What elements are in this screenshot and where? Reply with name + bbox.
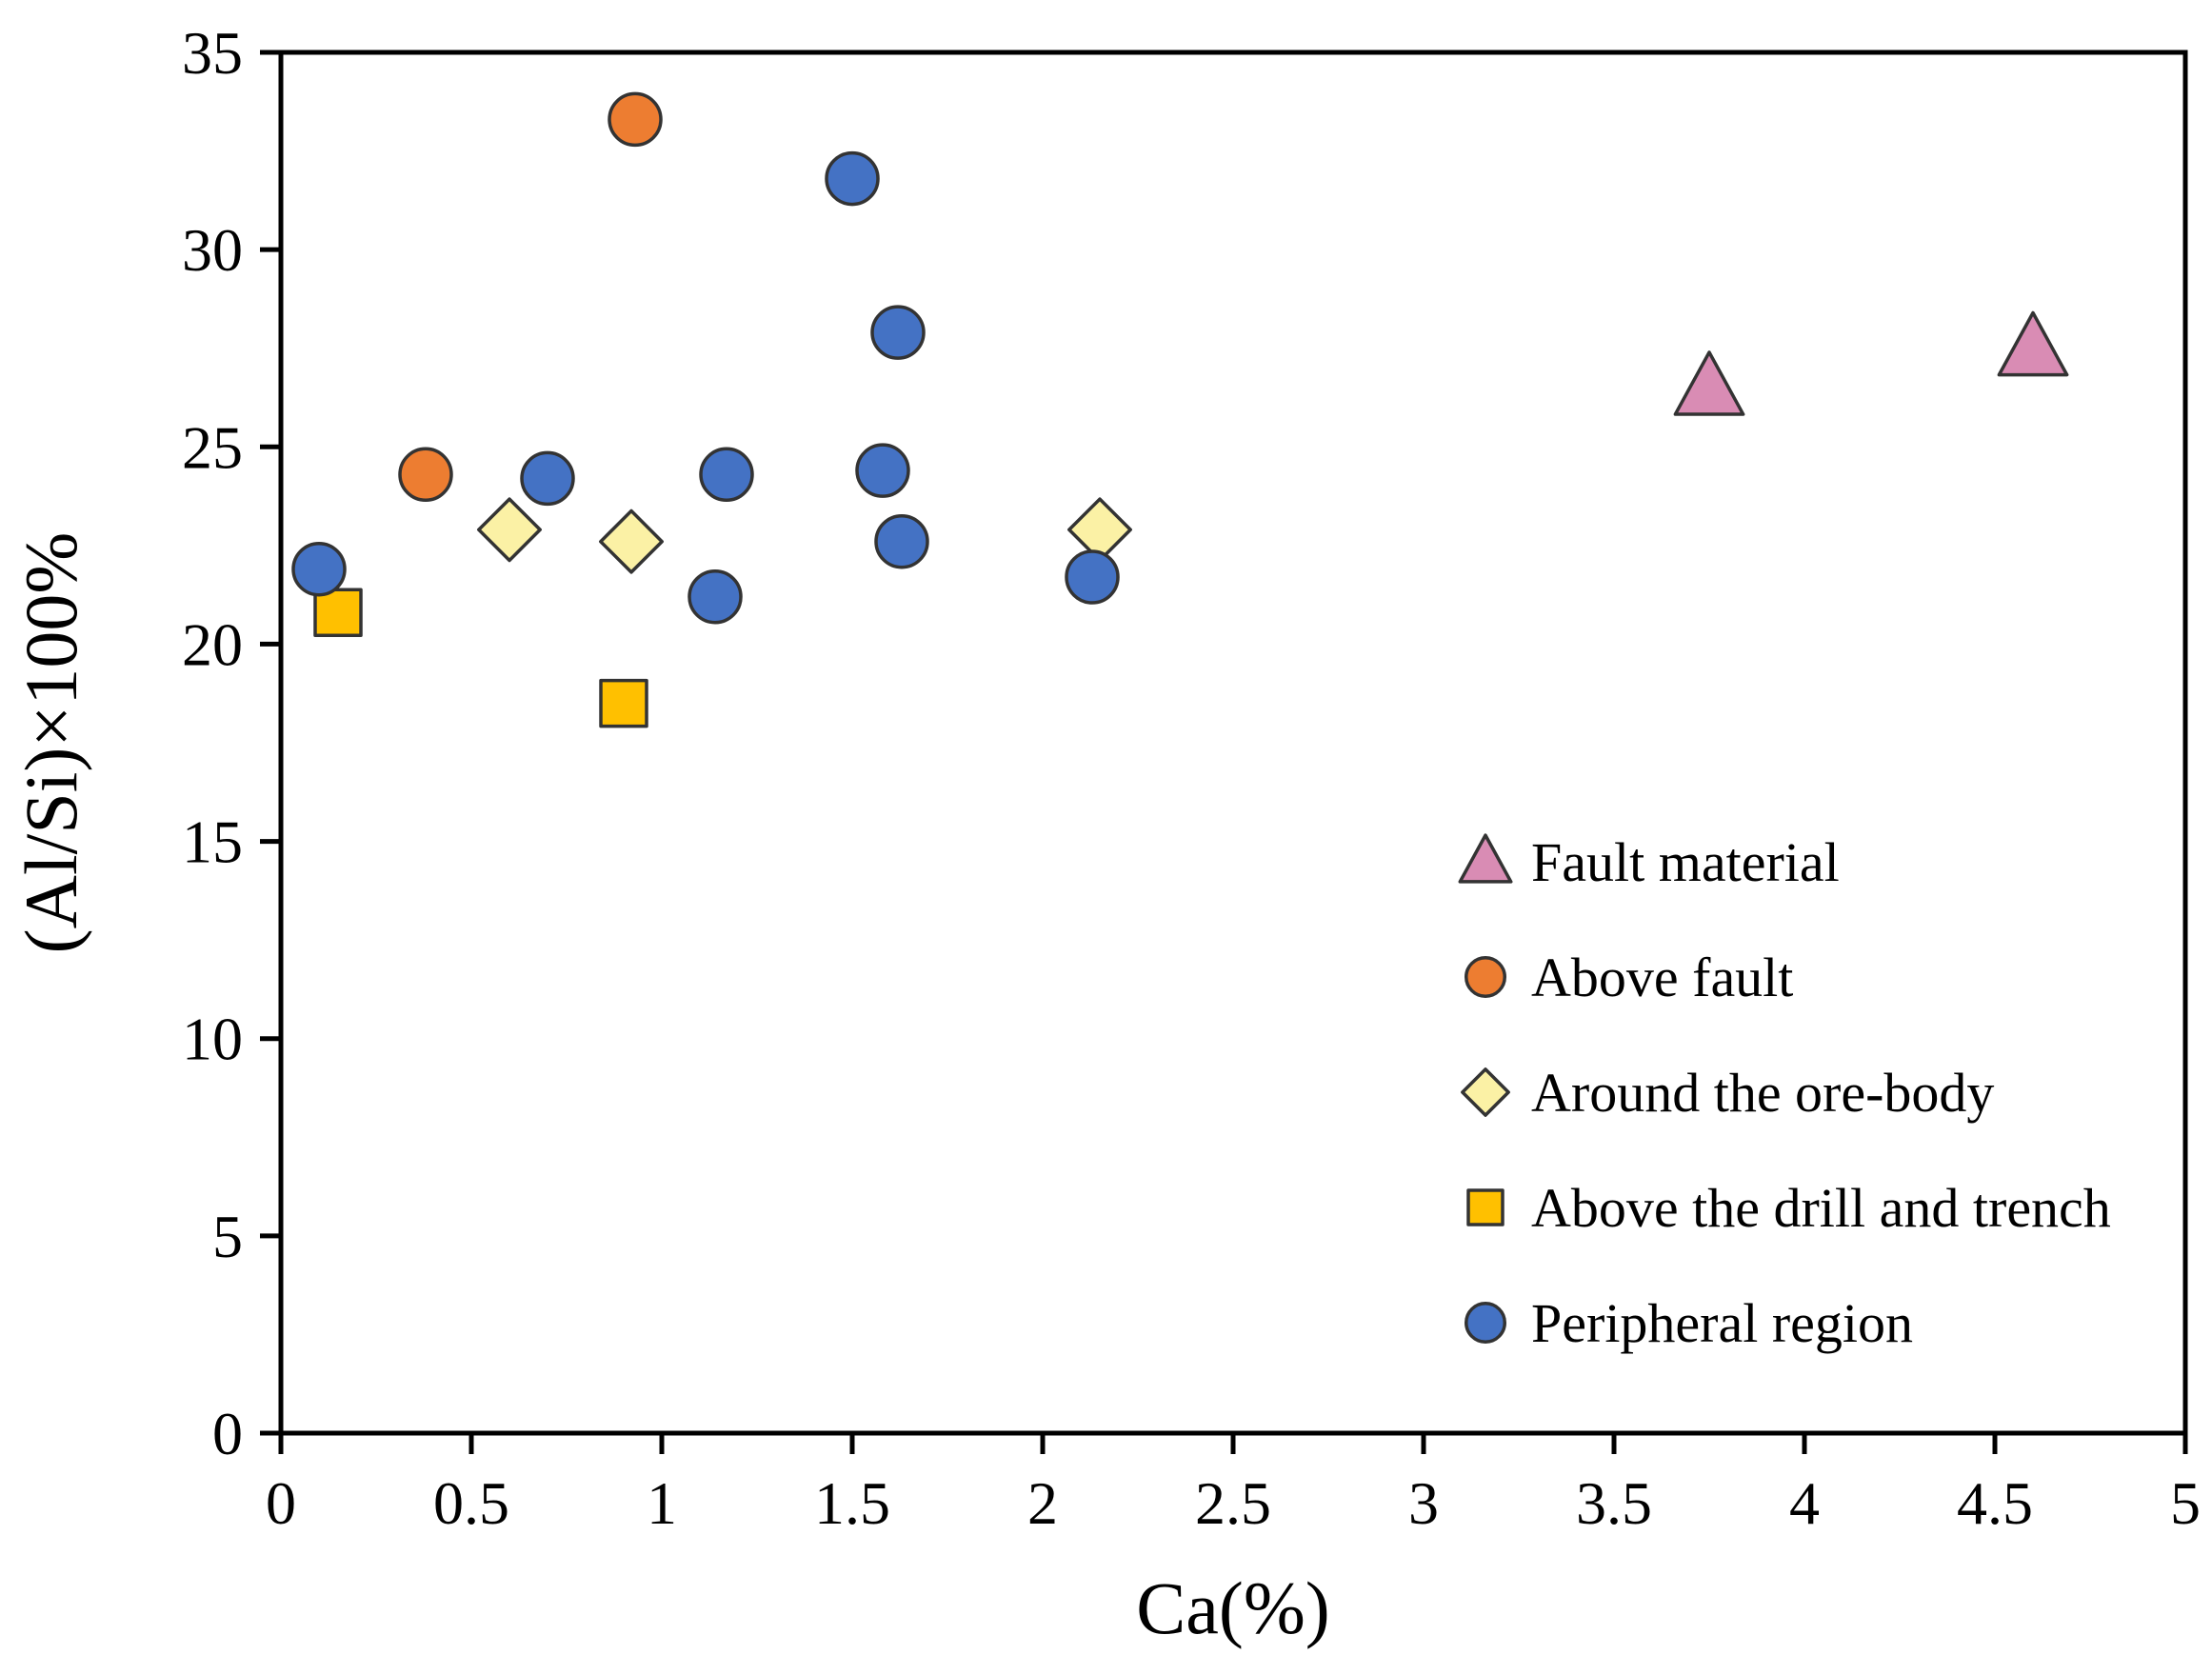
x-axis-tick-label: 0 bbox=[266, 1469, 296, 1537]
plot-layer: 0 0.5 1 1.5 2 2.5 3 3.5 4 4.5 5 0 5 10 15 20 25 30 35 Fault… bbox=[182, 19, 2201, 1537]
x-axis-tick-label: 0.5 bbox=[433, 1469, 509, 1537]
y-axis-tick-label: 5 bbox=[212, 1203, 243, 1270]
legend-marker-around-the-ore-body bbox=[1461, 1067, 1510, 1117]
legend-marker-peripheral-region bbox=[1465, 1302, 1506, 1344]
y-axis-title: (Al/Si)×100% bbox=[10, 532, 92, 954]
x-axis-tick-label: 3.5 bbox=[1576, 1469, 1652, 1537]
data-point-above-fault bbox=[398, 447, 453, 503]
y-axis-tick-label: 15 bbox=[182, 808, 243, 876]
data-point-peripheral-region bbox=[520, 450, 575, 507]
data-point-peripheral-region bbox=[870, 305, 926, 360]
x-axis-tick-label: 4.5 bbox=[1957, 1469, 2033, 1537]
data-point-around-the-ore-body bbox=[477, 497, 542, 563]
legend-label-around-the-ore-body: Around the ore-body bbox=[1531, 1062, 1994, 1124]
data-point-fault-material bbox=[1673, 350, 1745, 416]
data-point-peripheral-region bbox=[855, 443, 910, 498]
y-axis-tick-label: 25 bbox=[182, 413, 243, 481]
legend-label-peripheral-region: Peripheral region bbox=[1531, 1292, 1913, 1354]
data-point-peripheral-region bbox=[825, 150, 880, 207]
legend-label-above-the-drill-and-trench: Above the drill and trench bbox=[1531, 1177, 2111, 1239]
legend-marker-above-the-drill-and-trench bbox=[1466, 1188, 1505, 1226]
data-point-peripheral-region bbox=[699, 447, 754, 503]
data-point-around-the-ore-body bbox=[599, 508, 664, 574]
data-point-above-the-drill-and-trench bbox=[599, 678, 648, 728]
data-point-above-fault bbox=[608, 91, 663, 148]
data-point-above-the-drill-and-trench bbox=[313, 588, 363, 638]
legend-marker-fault-material bbox=[1458, 833, 1513, 884]
x-axis-tick-label: 5 bbox=[2170, 1469, 2201, 1537]
y-axis-tick-label: 35 bbox=[182, 19, 243, 87]
data-point-peripheral-region bbox=[1065, 549, 1120, 605]
legend-label-fault-material: Fault material bbox=[1531, 831, 1840, 893]
x-axis-title: Ca(%) bbox=[1136, 1566, 1330, 1649]
data-point-peripheral-region bbox=[688, 568, 743, 625]
data-point-peripheral-region bbox=[291, 541, 347, 597]
x-axis-tick-label: 4 bbox=[1789, 1469, 1820, 1537]
y-axis-tick-label: 10 bbox=[182, 1006, 243, 1073]
data-point-peripheral-region bbox=[874, 513, 929, 569]
y-axis-tick-label: 20 bbox=[182, 610, 243, 678]
x-axis-tick-label: 1.5 bbox=[814, 1469, 890, 1537]
data-point-fault-material bbox=[1997, 310, 2069, 377]
x-axis-tick-label: 2 bbox=[1027, 1469, 1058, 1537]
y-axis-tick-label: 0 bbox=[212, 1400, 243, 1467]
y-axis-tick-label: 30 bbox=[182, 216, 243, 284]
x-axis-tick-label: 1 bbox=[647, 1469, 677, 1537]
legend-label-above-fault: Above fault bbox=[1531, 947, 1793, 1008]
x-axis-tick-label: 2.5 bbox=[1195, 1469, 1271, 1537]
x-axis-tick-label: 3 bbox=[1408, 1469, 1439, 1537]
legend-marker-above-fault bbox=[1465, 956, 1506, 998]
